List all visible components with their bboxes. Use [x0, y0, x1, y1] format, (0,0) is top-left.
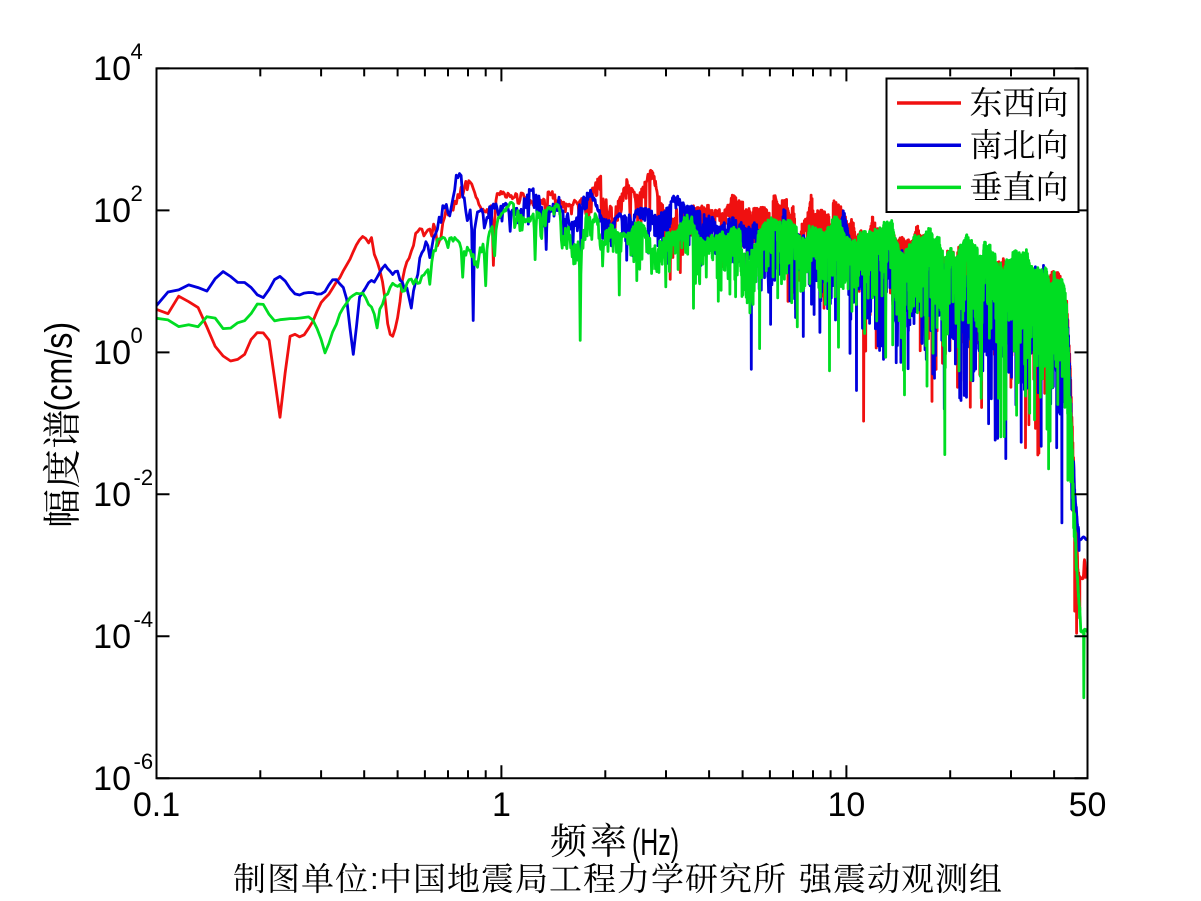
svg-text:2: 2	[131, 181, 143, 206]
svg-text:0.1: 0.1	[133, 786, 180, 824]
svg-text::: :	[370, 861, 379, 896]
svg-text:1: 1	[492, 786, 511, 824]
svg-text:(Hz): (Hz)	[632, 821, 679, 864]
svg-text:-4: -4	[134, 607, 154, 632]
svg-text:10: 10	[827, 786, 865, 824]
svg-text:-2: -2	[134, 465, 154, 490]
svg-text:10: 10	[93, 618, 131, 656]
svg-text:10: 10	[93, 50, 131, 88]
svg-text:-6: -6	[134, 749, 154, 774]
svg-text:10: 10	[93, 334, 131, 372]
svg-text:50: 50	[1069, 786, 1107, 824]
svg-text:0: 0	[131, 323, 143, 348]
svg-text:10: 10	[93, 760, 131, 798]
svg-text:10: 10	[93, 192, 131, 230]
svg-text:(cm/s): (cm/s)	[38, 322, 80, 412]
svg-text:4: 4	[131, 39, 143, 64]
svg-text:10: 10	[93, 476, 131, 514]
